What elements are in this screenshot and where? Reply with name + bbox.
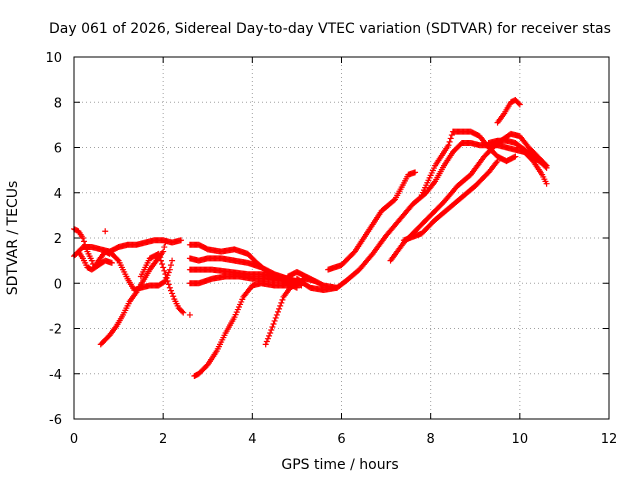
data-point — [160, 248, 167, 255]
series-track-21 — [102, 228, 193, 318]
y-tick-label: 0 — [54, 277, 62, 292]
x-tick-label: 6 — [337, 432, 345, 447]
data-point — [494, 158, 501, 165]
x-tick-label: 4 — [248, 432, 256, 447]
data-point — [448, 132, 455, 139]
data-point — [268, 327, 275, 334]
data-point — [155, 250, 162, 257]
y-tick-label: -6 — [49, 413, 62, 428]
data-point — [114, 256, 121, 263]
data-point — [79, 235, 86, 241]
data-point — [83, 245, 90, 252]
series-track-2 — [71, 225, 113, 271]
data-point — [412, 169, 419, 176]
series-track-6 — [137, 250, 187, 316]
data-point — [274, 308, 281, 315]
data-point — [264, 335, 271, 342]
data-point — [516, 101, 523, 108]
x-tick-label: 8 — [427, 432, 435, 447]
data-point — [269, 323, 276, 330]
data-point — [82, 241, 89, 248]
series-track-16 — [418, 128, 519, 199]
data-point — [186, 311, 193, 318]
data-point — [277, 302, 284, 309]
axis-ticks: 0 2 4 6 8 10 12 -6 -4 -2 0 2 4 6 8 10 — [45, 51, 617, 447]
data-point — [167, 262, 174, 269]
series-track-17 — [387, 130, 550, 264]
data-point — [446, 138, 453, 145]
data-point — [81, 238, 88, 245]
y-tick-label: 8 — [54, 96, 62, 111]
data-point — [278, 299, 285, 306]
chart-title: Day 061 of 2026, Sidereal Day-to-day VTE… — [49, 21, 611, 37]
data-point — [267, 330, 274, 337]
data-point — [161, 278, 168, 285]
series-track-18 — [400, 158, 501, 244]
x-tick-label: 10 — [512, 432, 529, 447]
data-point — [108, 259, 115, 266]
data-point — [167, 287, 174, 294]
data-point — [165, 281, 172, 288]
data-point — [160, 264, 167, 271]
data-point — [166, 284, 173, 291]
data-point — [180, 309, 187, 316]
series-track-15 — [325, 169, 419, 273]
y-tick-label: -4 — [49, 368, 62, 383]
data-point — [159, 261, 166, 268]
y-tick-label: -2 — [49, 323, 62, 338]
data-point — [279, 296, 286, 303]
data-point — [88, 257, 95, 264]
y-tick-label: 4 — [54, 187, 62, 202]
data-point — [162, 271, 169, 278]
data-point — [162, 239, 169, 246]
x-axis-label: GPS time / hours — [281, 457, 398, 473]
data-point — [161, 267, 168, 274]
data-point — [271, 317, 278, 324]
data-point — [179, 308, 186, 315]
x-tick-label: 0 — [70, 432, 78, 447]
x-tick-label: 2 — [159, 432, 167, 447]
data-point — [102, 228, 109, 235]
data-point — [390, 197, 397, 204]
y-axis-label: SDTVAR / TECUs — [5, 181, 21, 296]
x-tick-label: 12 — [601, 432, 618, 447]
series-track-19 — [494, 96, 523, 126]
data-point — [165, 269, 172, 276]
data-point — [161, 244, 168, 251]
data-point — [512, 153, 519, 160]
data-point — [276, 305, 283, 312]
data-point — [266, 332, 273, 339]
y-tick-label: 6 — [54, 142, 62, 157]
data-point — [262, 341, 269, 348]
data-point — [178, 237, 184, 244]
data-point — [263, 338, 270, 345]
data-point — [166, 266, 173, 273]
data-point — [445, 142, 452, 149]
data-point — [272, 314, 279, 321]
series-track-20 — [485, 137, 550, 171]
series-track-11 — [191, 280, 291, 380]
data-point — [447, 135, 454, 142]
y-tick-label: 2 — [54, 232, 62, 247]
y-tick-label: 10 — [45, 51, 62, 66]
data-point — [163, 274, 170, 281]
data-point — [273, 311, 280, 318]
data-point — [543, 180, 550, 187]
data-point — [270, 320, 277, 327]
data-point — [169, 290, 176, 297]
data-point — [169, 257, 176, 264]
data-point — [170, 293, 177, 300]
data-point — [542, 163, 549, 170]
data-points — [71, 96, 550, 380]
data-point — [515, 100, 522, 107]
data-point — [157, 257, 164, 264]
data-point — [164, 277, 171, 284]
series-track-3 — [75, 248, 115, 273]
data-point — [543, 164, 550, 171]
data-point — [156, 254, 163, 261]
